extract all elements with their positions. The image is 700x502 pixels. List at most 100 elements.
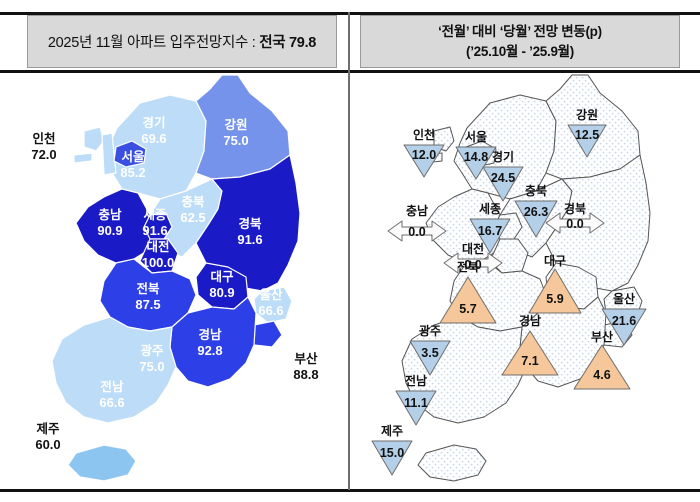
marker-up-icon-gyeongnam <box>501 330 559 376</box>
region-shape-jeju[interactable] <box>417 444 487 482</box>
left-label-value-busan: 88.8 <box>293 367 318 382</box>
left-label-name-daejeon: 대전 <box>146 239 169 254</box>
left-label-value-gyeongnam: 92.8 <box>197 343 222 358</box>
left-label-name-jeju: 제주 <box>36 422 60 436</box>
left-label-name-jeonbuk: 전북 <box>136 281 160 296</box>
left-label-value-daejeon: 100.0 <box>142 255 175 270</box>
left-label-name-seoul: 서울 <box>121 149 145 164</box>
right-label-name-gangwon: 강원 <box>576 108 598 122</box>
right-label-name-gyeongbuk: 경북 <box>564 202 586 216</box>
bottom-rule <box>0 489 700 492</box>
left-label-name-gangwon: 강원 <box>224 117 247 132</box>
right-label-name-jeonnam: 전남 <box>405 373 427 388</box>
right-label-name-sejong: 세종 <box>479 201 501 216</box>
marker-down-icon-seoul <box>455 146 497 180</box>
left-label-name-ulsan: 울산 <box>259 287 283 302</box>
left-label-name-gyeonggi: 경기 <box>142 115 165 130</box>
left-panel-title: 2025년 11월 아파트 입주전망지수 : 전국 79.8 <box>48 31 316 52</box>
right-label-name-daegu: 대구 <box>544 254 566 268</box>
right-label-name-gyeonggi: 경기 <box>492 149 514 164</box>
marker-flat-icon-chungnam <box>387 220 447 242</box>
right-label-name-daejeon: 대전 <box>462 241 484 256</box>
left-label-name-sejong: 세종 <box>143 207 167 222</box>
right-label-name-busan: 부산 <box>591 329 613 344</box>
left-label-value-daegu: 80.9 <box>209 285 234 300</box>
right-map-panel: 서울 14.8 인천 12.0 경기 24.5 강원 12.5 충북 26.3 … <box>350 73 698 489</box>
right-label-value-jeonnam: 11.1 <box>404 396 428 410</box>
right-label-value-incheon: 12.0 <box>412 148 436 162</box>
region-shape-incheon[interactable] <box>83 126 105 152</box>
region-shape-gyeongbuk[interactable] <box>195 154 301 292</box>
right-label-name-chungbuk: 충북 <box>525 183 547 198</box>
right-label-value-ulsan: 21.6 <box>612 314 636 328</box>
marker-down-icon-ulsan <box>601 308 647 346</box>
right-panel-title: ‘전월’ 대비 ‘당월’ 전망 변동(p) (’25.10월 - ’25.9월) <box>438 22 602 61</box>
left-label-value-gwangju: 75.0 <box>139 359 164 374</box>
right-label-name-chungnam: 충남 <box>406 203 428 218</box>
top-rule <box>0 12 700 15</box>
left-label-value-chungnam: 90.9 <box>97 223 122 238</box>
right-label-value-daejeon: 0.0 <box>464 258 481 272</box>
left-label-name-gwangju: 광주 <box>140 343 164 358</box>
left-label-value-sejong: 91.6 <box>142 223 167 238</box>
left-label-name-gyeongnam: 경남 <box>198 327 222 342</box>
left-title-value: 전국 79.8 <box>259 35 317 51</box>
region-shape-jeonnam[interactable] <box>51 316 177 424</box>
marker-down-icon-chungbuk <box>514 200 558 238</box>
change-map: 서울 14.8 인천 12.0 경기 24.5 강원 12.5 충북 26.3 … <box>371 74 651 482</box>
left-label-name-chungnam: 충남 <box>98 207 122 222</box>
left-label-name-gyeongbuk: 경북 <box>238 216 262 231</box>
left-label-value-gyeonggi: 69.6 <box>141 131 166 146</box>
right-label-value-chungbuk: 26.3 <box>524 205 548 219</box>
right-label-name-seoul: 서울 <box>465 129 487 144</box>
header-bottom-rule <box>0 70 700 73</box>
left-label-value-ulsan: 66.6 <box>258 303 283 318</box>
right-label-name-jeju: 제주 <box>381 424 403 438</box>
right-label-value-gyeongnam: 7.1 <box>521 354 538 368</box>
left-label-value-seoul: 85.2 <box>120 165 145 180</box>
marker-up-icon-jeonbuk <box>439 276 497 324</box>
right-label-name-ulsan: 울산 <box>613 291 635 306</box>
marker-down-icon-jeonnam <box>395 390 437 426</box>
right-label-value-chungnam: 0.0 <box>408 225 425 239</box>
marker-up-icon-daegu <box>528 268 582 314</box>
right-label-value-gyeonggi: 24.5 <box>491 171 515 185</box>
left-label-name-daegu: 대구 <box>210 270 234 284</box>
marker-flat-icon-gyeongbuk <box>545 212 605 234</box>
region-shape-incheon-island[interactable] <box>73 152 93 164</box>
region-shape-seoul[interactable] <box>113 140 147 168</box>
marker-down-icon-sejong <box>469 218 511 254</box>
left-label-name-busan: 부산 <box>294 351 318 366</box>
right-label-value-gangwon: 12.5 <box>575 128 599 142</box>
left-label-value-gyeongbuk: 91.6 <box>237 232 262 247</box>
right-label-value-gyeongbuk: 0.0 <box>566 217 583 231</box>
index-choropleth-map: 경기 69.6 서울 85.2 인천 72.0 강원 75.0 충북 62.5 … <box>31 74 319 482</box>
left-label-value-chungbuk: 62.5 <box>180 210 205 225</box>
marker-up-icon-busan <box>573 344 631 390</box>
right-label-name-incheon: 인천 <box>413 127 435 142</box>
left-label-value-gangwon: 75.0 <box>223 133 248 148</box>
region-shape-incheon-strip[interactable] <box>101 132 117 176</box>
right-title-line2: (’25.10월 - ’25.9월) <box>466 43 574 59</box>
right-label-value-jeonbuk: 5.7 <box>459 302 476 316</box>
right-label-value-jeju: 15.0 <box>380 446 404 460</box>
region-shape-jeju[interactable] <box>67 444 137 482</box>
marker-down-icon-jeju <box>371 440 413 476</box>
left-label-value-jeju: 60.0 <box>35 437 60 452</box>
left-label-value-jeonbuk: 87.5 <box>135 297 160 312</box>
marker-down-icon-gwangju <box>409 340 451 376</box>
right-panel-header: ‘전월’ 대비 ‘당월’ 전망 변동(p) (’25.10월 - ’25.9월) <box>360 15 680 68</box>
marker-down-icon-gyeonggi <box>482 166 524 202</box>
region-shape-ulsan[interactable] <box>253 286 293 324</box>
marker-down-icon-incheon <box>403 144 445 178</box>
right-label-name-gyeongnam: 경남 <box>519 313 541 328</box>
left-map-panel: 경기 69.6 서울 85.2 인천 72.0 강원 75.0 충북 62.5 … <box>0 73 348 489</box>
left-label-value-incheon: 72.0 <box>31 147 56 162</box>
right-label-name-jeonbuk: 전북 <box>457 259 479 274</box>
marker-flat-icon-daejeon <box>443 252 503 274</box>
left-label-value-jeonnam: 66.6 <box>99 395 124 410</box>
left-label-name-chungbuk: 충북 <box>181 194 205 209</box>
right-title-line1: ‘전월’ 대비 ‘당월’ 전망 변동(p) <box>438 23 602 39</box>
right-label-value-gwangju: 3.5 <box>421 346 438 360</box>
